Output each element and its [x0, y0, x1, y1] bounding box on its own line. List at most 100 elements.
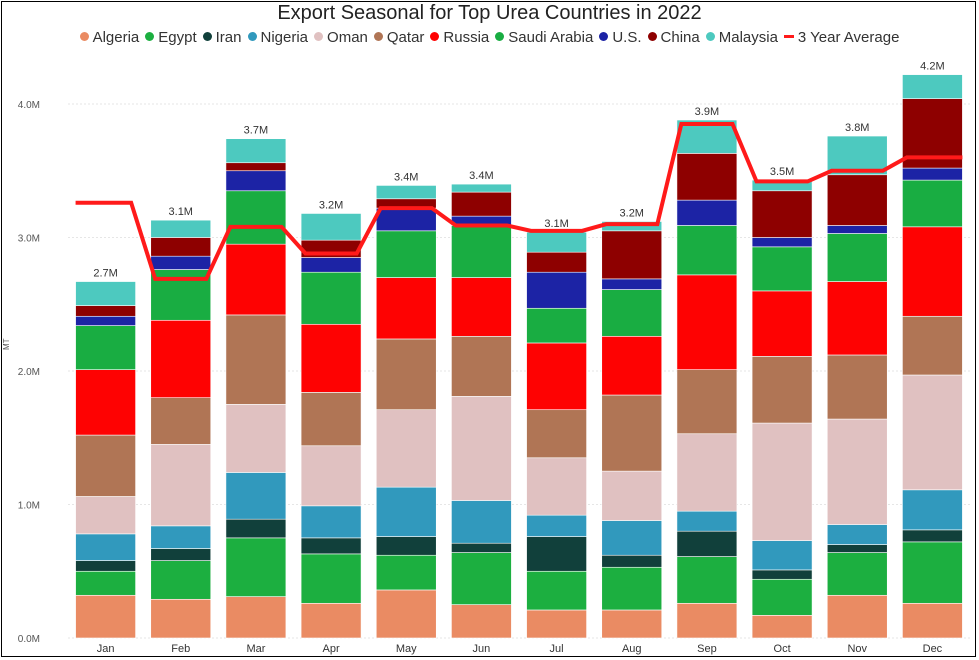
- legend-item-egypt[interactable]: Egypt: [145, 29, 197, 46]
- bar-segment-iran: [300, 537, 362, 555]
- bar-segment-russia: [300, 323, 362, 393]
- legend-item-u-s-[interactable]: U.S.: [599, 29, 642, 46]
- bar-segment-iran: [902, 529, 963, 543]
- bar-segment-russia: [451, 277, 512, 337]
- bar-segment-saudi-arabia: [526, 307, 587, 344]
- bar-segment-nigeria: [300, 505, 362, 539]
- chart-title: Export Seasonal for Top Urea Countries i…: [277, 2, 702, 24]
- bar-segment-oman: [375, 409, 437, 488]
- x-tick-label: Jun: [473, 643, 491, 655]
- legend-marker: [495, 32, 505, 41]
- legend-label: China: [660, 29, 700, 46]
- bar-segment-nigeria: [75, 533, 136, 561]
- bar-segment-saudi-arabia: [601, 289, 663, 337]
- bar-segment-nigeria: [676, 510, 738, 532]
- legend-item-malaysia[interactable]: Malaysia: [705, 29, 778, 46]
- bar-segment-qatar: [751, 356, 813, 424]
- bar-segment-malaysia: [902, 74, 963, 99]
- bar-total-label: 3.5M: [770, 166, 794, 178]
- bar-segment-egypt: [225, 537, 287, 597]
- bar-segment-algeria: [75, 594, 136, 639]
- bar-segment-u-s-: [751, 237, 813, 248]
- bar-total-label: 3.7M: [244, 125, 268, 137]
- bar-segment-u-s-: [150, 255, 212, 270]
- bar-segment-china: [826, 174, 888, 226]
- bar-segment-oman: [902, 374, 963, 491]
- bar-segment-malaysia: [826, 135, 888, 176]
- bar-segment-nigeria: [902, 489, 963, 531]
- bar-segment-u-s-: [826, 225, 888, 234]
- legend-item-algeria[interactable]: Algeria: [79, 29, 139, 46]
- bar-segment-russia: [751, 290, 813, 357]
- legend-item-3-year-average[interactable]: 3 Year Average: [783, 29, 900, 46]
- legend-item-qatar[interactable]: Qatar: [373, 29, 424, 46]
- bar-total-label: 3.8M: [845, 122, 869, 134]
- bar-segment-algeria: [751, 615, 813, 639]
- bar-segment-oman: [225, 404, 287, 473]
- legend-label: U.S.: [612, 29, 642, 46]
- bar-segment-russia: [225, 243, 287, 316]
- bar-segment-qatar: [451, 335, 512, 397]
- x-tick-label: Jul: [550, 643, 564, 655]
- bar-segment-algeria: [601, 609, 663, 639]
- bar-segment-nigeria: [150, 525, 212, 549]
- legend-item-nigeria[interactable]: Nigeria: [247, 29, 309, 46]
- bar-total-label: 3.1M: [544, 218, 568, 230]
- legend-label: Iran: [215, 29, 242, 46]
- bar-segment-algeria: [225, 596, 287, 639]
- bar-segment-oman: [601, 470, 663, 521]
- bar-segment-china: [150, 237, 212, 257]
- legend-label: 3 Year Average: [797, 29, 900, 46]
- bar-segment-nigeria: [751, 540, 813, 571]
- legend-label: Nigeria: [260, 29, 309, 46]
- bar-segment-nigeria: [601, 520, 663, 556]
- bar-segment-oman: [826, 418, 888, 525]
- bar-segment-qatar: [601, 394, 663, 472]
- legend-marker: [647, 32, 657, 41]
- legend-item-china[interactable]: China: [647, 29, 700, 46]
- bar-total-label: 3.2M: [319, 199, 343, 211]
- legend-item-iran[interactable]: Iran: [202, 29, 242, 46]
- bar-segment-algeria: [826, 594, 888, 639]
- x-tick-label: May: [396, 643, 417, 655]
- bar-segment-russia: [601, 335, 663, 396]
- bar-segment-iran: [676, 530, 738, 557]
- bar-segment-saudi-arabia: [75, 325, 136, 370]
- legend-marker: [145, 32, 155, 41]
- legend-label: Malaysia: [718, 29, 778, 46]
- bar-segment-russia: [826, 281, 888, 356]
- legend-label: Russia: [443, 29, 490, 46]
- legend-marker: [247, 32, 257, 41]
- bar-segment-malaysia: [300, 213, 362, 241]
- y-tick-label: 1.0M: [18, 501, 40, 512]
- bar-segment-saudi-arabia: [902, 179, 963, 228]
- bar-segment-algeria: [375, 589, 437, 639]
- legend-label: Egypt: [158, 29, 197, 46]
- bar-segment-saudi-arabia: [451, 225, 512, 278]
- bar-segment-qatar: [526, 409, 587, 459]
- bar-segment-oman: [676, 433, 738, 512]
- legend-label: Saudi Arabia: [508, 29, 594, 46]
- legend-item-saudi-arabia[interactable]: Saudi Arabia: [495, 29, 593, 46]
- bar-segment-u-s-: [225, 170, 287, 192]
- legend-item-russia[interactable]: Russia: [430, 29, 489, 46]
- bar-segment-iran: [601, 554, 663, 568]
- bar-total-label: 3.2M: [620, 207, 644, 219]
- y-tick-label: 4.0M: [18, 100, 40, 111]
- bar-segment-iran: [751, 569, 813, 580]
- bar-segment-malaysia: [451, 183, 512, 193]
- bar-segment-iran: [451, 542, 512, 553]
- bar-segment-saudi-arabia: [300, 271, 362, 325]
- bar-segment-russia: [526, 342, 587, 411]
- legend-item-oman[interactable]: Oman: [314, 29, 368, 46]
- bar-segment-algeria: [526, 609, 587, 639]
- legend-marker: [79, 32, 89, 41]
- bar-segment-qatar: [676, 369, 738, 435]
- bar-segment-egypt: [300, 553, 362, 604]
- bar-total-label: 2.7M: [93, 268, 117, 280]
- bar-total-label: 3.1M: [169, 206, 193, 218]
- legend-line-marker: [783, 35, 794, 38]
- bar-segment-algeria: [150, 598, 212, 639]
- bar-segment-egypt: [751, 578, 813, 616]
